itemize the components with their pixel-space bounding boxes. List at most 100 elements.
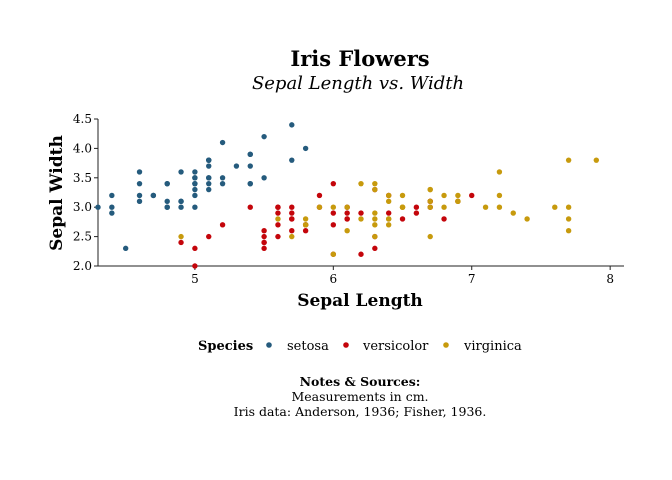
legend-label-versicolor: versicolor xyxy=(362,339,429,354)
chart-subtitle: Sepal Length vs. Width xyxy=(252,73,464,94)
notes-line: Iris data: Anderson, 1936; Fisher, 1936. xyxy=(234,404,487,419)
point-versicolor xyxy=(330,210,337,216)
point-setosa xyxy=(219,180,226,187)
y-tick-label: 2.0 xyxy=(73,259,92,273)
point-versicolor xyxy=(261,233,267,240)
point-versicolor xyxy=(358,251,364,257)
point-setosa xyxy=(95,204,101,210)
chart-title: Iris Flowers xyxy=(290,46,429,71)
point-setosa xyxy=(178,169,184,175)
point-setosa xyxy=(136,169,143,175)
point-virginica xyxy=(455,198,461,205)
point-versicolor xyxy=(192,245,198,252)
point-versicolor xyxy=(289,216,295,222)
point-setosa xyxy=(150,192,157,199)
legend-marker-virginica xyxy=(443,342,449,348)
notes: Notes & Sources: Measurements in cm. Iri… xyxy=(234,374,487,419)
y-ticks: 2.0 2.5 3.0 3.5 4.0 4.5 xyxy=(73,112,98,273)
y-tick-label: 4.5 xyxy=(73,112,92,126)
point-versicolor xyxy=(358,210,364,216)
point-setosa xyxy=(206,163,212,169)
point-versicolor xyxy=(385,210,392,216)
y-tick-label: 2.5 xyxy=(73,230,92,244)
point-virginica xyxy=(385,222,392,228)
x-tick-label: 5 xyxy=(191,272,199,286)
point-virginica xyxy=(358,216,364,222)
point-versicolor xyxy=(441,216,447,222)
point-virginica xyxy=(441,192,447,199)
point-virginica xyxy=(372,180,378,187)
point-virginica xyxy=(496,192,503,199)
y-tick-label: 3.0 xyxy=(73,200,92,214)
point-virginica xyxy=(510,210,516,216)
point-virginica xyxy=(496,169,503,175)
point-virginica xyxy=(565,228,572,234)
notes-line: Measurements in cm. xyxy=(291,389,428,404)
point-virginica xyxy=(565,157,572,163)
legend-marker-versicolor xyxy=(343,342,349,348)
point-virginica xyxy=(565,216,572,222)
point-setosa xyxy=(206,175,212,181)
point-setosa xyxy=(192,186,198,193)
point-virginica xyxy=(372,233,378,240)
point-virginica xyxy=(302,222,309,228)
point-setosa xyxy=(192,175,198,181)
point-virginica xyxy=(344,204,350,210)
point-virginica xyxy=(427,198,433,205)
point-setosa xyxy=(289,157,295,163)
point-setosa xyxy=(289,122,295,128)
point-setosa xyxy=(192,204,198,210)
point-virginica xyxy=(524,216,530,222)
point-setosa xyxy=(247,151,253,157)
point-virginica xyxy=(289,233,295,240)
point-versicolor xyxy=(219,222,226,228)
legend-label-setosa: setosa xyxy=(287,339,329,354)
point-virginica xyxy=(399,204,406,210)
point-setosa xyxy=(192,192,198,199)
point-virginica xyxy=(372,186,378,193)
point-versicolor xyxy=(399,216,406,222)
point-versicolor xyxy=(192,263,198,269)
point-virginica xyxy=(441,204,447,210)
point-virginica xyxy=(302,216,309,222)
x-tick-label: 7 xyxy=(468,272,476,286)
point-versicolor xyxy=(289,204,295,210)
point-versicolor xyxy=(289,228,295,234)
legend-label-virginica: virginica xyxy=(463,339,522,354)
point-virginica xyxy=(455,192,461,199)
point-versicolor xyxy=(302,228,309,234)
point-setosa xyxy=(192,169,198,175)
point-setosa xyxy=(164,180,170,187)
y-axis-title: Sepal Width xyxy=(47,135,67,251)
point-versicolor xyxy=(330,222,337,228)
point-virginica xyxy=(427,204,433,210)
y-tick-label: 4.0 xyxy=(73,141,92,155)
point-versicolor xyxy=(316,192,323,199)
point-setosa xyxy=(178,198,184,205)
point-setosa xyxy=(206,186,212,193)
point-setosa xyxy=(233,163,240,169)
point-virginica xyxy=(552,204,558,210)
point-setosa xyxy=(109,192,115,199)
plot-area: 2.0 2.5 3.0 3.5 4.0 4.5 5 6 7 8 xyxy=(73,112,624,286)
x-tick-label: 8 xyxy=(606,272,614,286)
point-virginica xyxy=(178,233,184,240)
point-virginica xyxy=(316,204,323,210)
point-setosa xyxy=(136,198,143,205)
legend-title: Species xyxy=(198,339,253,354)
point-versicolor xyxy=(413,210,420,216)
point-versicolor xyxy=(261,239,267,246)
point-versicolor xyxy=(413,204,420,210)
x-ticks: 5 6 7 8 xyxy=(191,266,614,286)
point-virginica xyxy=(275,216,281,222)
point-versicolor xyxy=(261,228,267,234)
point-setosa xyxy=(261,175,267,181)
point-virginica xyxy=(358,180,364,187)
points-layer xyxy=(95,122,600,269)
point-versicolor xyxy=(206,233,212,240)
point-setosa xyxy=(206,157,212,163)
x-tick-label: 6 xyxy=(329,272,337,286)
point-setosa xyxy=(164,198,170,205)
point-setosa xyxy=(136,192,143,199)
